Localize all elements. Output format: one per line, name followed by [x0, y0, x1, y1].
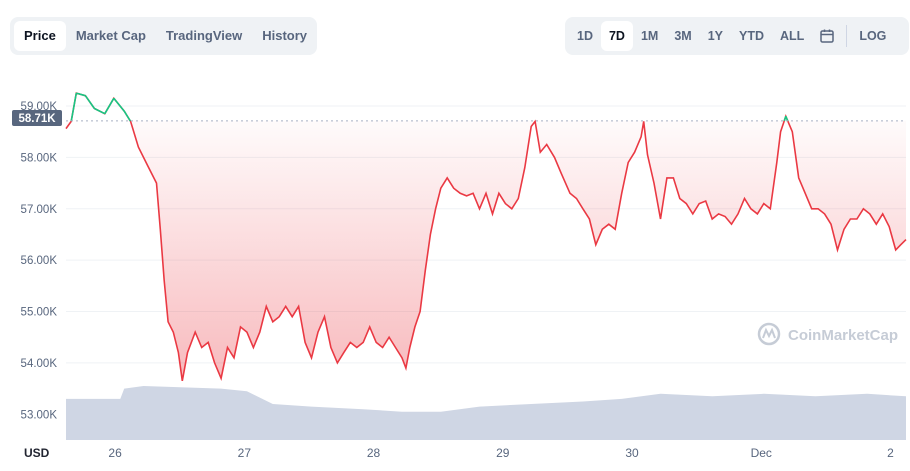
- x-tick-label: 26: [108, 446, 122, 460]
- range-1d-button[interactable]: 1D: [577, 29, 593, 43]
- x-axis-labels: 26 27 28 29 30 Dec 2: [108, 446, 894, 460]
- y-tick-label: 57.00K: [21, 204, 58, 216]
- tab-history[interactable]: History: [262, 28, 308, 43]
- tab-tradingview[interactable]: TradingView: [165, 28, 243, 43]
- range-1y-button[interactable]: 1Y: [707, 29, 724, 43]
- toolbar-divider: [846, 25, 848, 47]
- price-area-fill: [66, 120, 906, 381]
- x-tick-label: 2: [887, 446, 894, 460]
- y-tick-label: 54.00K: [21, 358, 58, 370]
- y-tick-label: 53.00K: [21, 409, 58, 421]
- y-axis-labels: 59.00K 58.00K 57.00K 56.00K 55.00K 54.00K 53.0…: [21, 101, 58, 421]
- y-tick-label: 59.00K: [21, 101, 58, 113]
- reference-price-badge: [12, 110, 62, 126]
- y-tick-label: 56.00K: [21, 255, 58, 267]
- watermark-text: CoinMarketCap: [788, 327, 898, 344]
- range-ytd-button[interactable]: YTD: [739, 29, 765, 43]
- timeframe-tabs: 1D 7D 1M 3M 1Y YTD ALL LOG: [565, 17, 909, 55]
- log-scale-button[interactable]: LOG: [859, 29, 887, 43]
- x-tick-label: 27: [238, 446, 252, 460]
- range-all-button[interactable]: ALL: [780, 29, 805, 43]
- y-tick-label: 58.00K: [21, 152, 58, 164]
- price-line-below-reference: [65, 92, 907, 382]
- currency-label: USD: [24, 446, 50, 460]
- x-tick-label: Dec: [751, 446, 772, 460]
- volume-area: [66, 386, 906, 440]
- tab-price[interactable]: Price: [14, 21, 66, 51]
- x-tick-label: 28: [367, 446, 381, 460]
- tab-market-cap[interactable]: Market Cap: [75, 28, 146, 43]
- price-line-above-reference: [70, 92, 789, 122]
- range-7d-button[interactable]: 7D: [600, 21, 633, 51]
- range-1m-button[interactable]: 1M: [640, 29, 659, 43]
- reference-price-label: 58.71K: [18, 113, 56, 125]
- x-tick-label: 29: [496, 446, 510, 460]
- chart-mode-tabs: Price Market Cap TradingView History: [10, 17, 317, 55]
- range-3m-button[interactable]: 3M: [674, 29, 692, 43]
- y-tick-label: 55.00K: [21, 307, 58, 319]
- calendar-icon[interactable]: [812, 21, 842, 51]
- x-tick-label: 30: [625, 446, 639, 460]
- coinmarketcap-logo-icon: [757, 322, 781, 346]
